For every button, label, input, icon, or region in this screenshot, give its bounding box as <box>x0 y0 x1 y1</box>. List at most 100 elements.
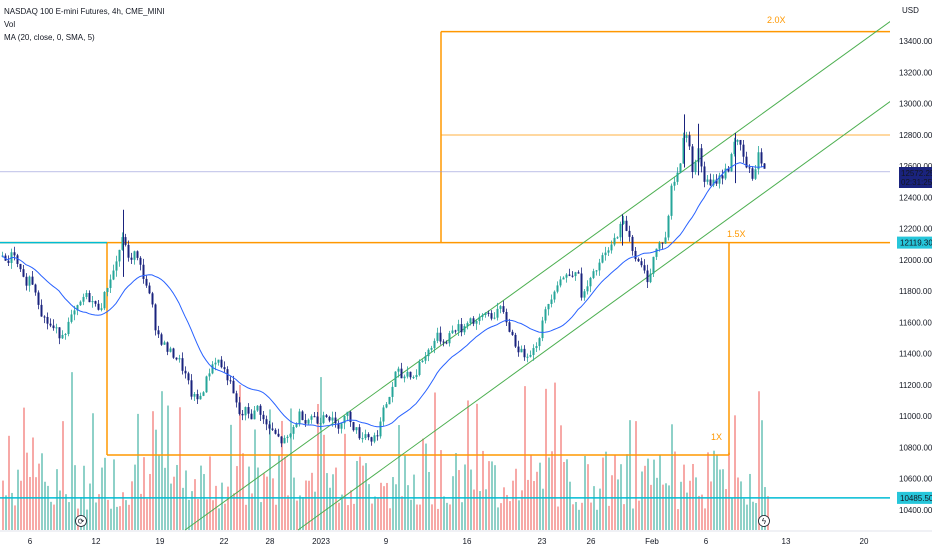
candle-body[interactable] <box>67 321 70 335</box>
candle-body[interactable] <box>484 312 487 315</box>
candle-body[interactable] <box>70 314 73 322</box>
candle-body[interactable] <box>751 168 754 179</box>
symbol-title[interactable]: NASDAQ 100 E-mini Futures, 4h, CME_MINI <box>4 7 165 16</box>
candle-body[interactable] <box>262 414 265 420</box>
channel-lower-line[interactable] <box>297 97 896 531</box>
candle-body[interactable] <box>187 373 190 381</box>
candle-body[interactable] <box>595 270 598 272</box>
candle-body[interactable] <box>712 179 715 186</box>
candle-body[interactable] <box>457 324 460 332</box>
candle-body[interactable] <box>526 356 529 358</box>
candle-body[interactable] <box>220 359 223 368</box>
candle-body[interactable] <box>415 374 418 378</box>
candle-body[interactable] <box>253 410 256 420</box>
candle-body[interactable] <box>604 252 607 256</box>
candle-body[interactable] <box>427 349 430 357</box>
candle-body[interactable] <box>643 265 646 271</box>
candle-body[interactable] <box>436 332 439 341</box>
candle-body[interactable] <box>589 277 592 287</box>
candle-body[interactable] <box>736 139 739 142</box>
candle-body[interactable] <box>193 394 196 397</box>
candle-body[interactable] <box>418 361 421 375</box>
candle-body[interactable] <box>679 163 682 173</box>
candle-body[interactable] <box>439 332 442 342</box>
candle-body[interactable] <box>118 249 121 262</box>
candle-body[interactable] <box>40 304 43 317</box>
candle-body[interactable] <box>571 275 574 277</box>
candle-body[interactable] <box>634 250 637 260</box>
candle-body[interactable] <box>586 286 589 292</box>
candle-body[interactable] <box>562 277 565 280</box>
candle-body[interactable] <box>460 324 463 333</box>
candle-body[interactable] <box>463 326 466 333</box>
candle-body[interactable] <box>517 346 520 353</box>
candle-body[interactable] <box>178 358 181 360</box>
candle-body[interactable] <box>130 257 133 260</box>
candle-body[interactable] <box>694 162 697 172</box>
candle-body[interactable] <box>361 438 364 440</box>
candle-body[interactable] <box>271 428 274 430</box>
candle-body[interactable] <box>676 172 679 182</box>
candle-body[interactable] <box>319 423 322 425</box>
candle-body[interactable] <box>331 417 334 421</box>
candle-body[interactable] <box>91 301 94 303</box>
candle-body[interactable] <box>316 416 319 424</box>
candle-body[interactable] <box>442 341 445 343</box>
candle-body[interactable] <box>73 310 76 315</box>
candle-body[interactable] <box>652 256 655 274</box>
candle-body[interactable] <box>52 325 55 329</box>
candle-body[interactable] <box>757 152 760 170</box>
candle-body[interactable] <box>280 436 283 444</box>
lightning-icon[interactable] <box>758 515 770 527</box>
candle-body[interactable] <box>400 368 403 379</box>
last-price-marker[interactable] <box>899 167 932 188</box>
candle-body[interactable] <box>223 367 226 370</box>
candle-body[interactable] <box>370 437 373 442</box>
channel-upper-line[interactable] <box>184 17 896 531</box>
candle-body[interactable] <box>466 323 469 327</box>
candle-body[interactable] <box>127 244 130 258</box>
candle-body[interactable] <box>445 342 448 344</box>
candle-body[interactable] <box>478 316 481 322</box>
candle-body[interactable] <box>490 313 493 319</box>
candle-body[interactable] <box>601 255 604 263</box>
candle-body[interactable] <box>277 433 280 437</box>
candle-body[interactable] <box>538 338 541 347</box>
candle-body[interactable] <box>511 331 514 335</box>
candle-body[interactable] <box>724 168 727 179</box>
candle-body[interactable] <box>451 330 454 334</box>
candle-body[interactable] <box>169 348 172 352</box>
candle-body[interactable] <box>385 404 388 408</box>
candle-body[interactable] <box>154 304 157 331</box>
candle-body[interactable] <box>547 303 550 310</box>
candle-body[interactable] <box>208 373 211 377</box>
candle-body[interactable] <box>148 285 151 294</box>
candle-body[interactable] <box>475 321 478 324</box>
candle-body[interactable] <box>640 261 643 266</box>
candle-body[interactable] <box>382 407 385 422</box>
price-axis[interactable] <box>890 0 932 550</box>
candle-body[interactable] <box>379 421 382 437</box>
candle-body[interactable] <box>238 402 241 414</box>
candle-body[interactable] <box>232 380 235 394</box>
candle-body[interactable] <box>364 434 367 439</box>
candle-body[interactable] <box>397 368 400 372</box>
candle-body[interactable] <box>496 308 499 318</box>
candle-body[interactable] <box>247 407 250 414</box>
candle-body[interactable] <box>469 318 472 324</box>
candle-body[interactable] <box>553 291 556 300</box>
candle-body[interactable] <box>580 273 583 298</box>
candle-body[interactable] <box>508 322 511 332</box>
candle-body[interactable] <box>244 407 247 416</box>
candle-body[interactable] <box>541 320 544 339</box>
candle-body[interactable] <box>520 348 523 353</box>
candle-body[interactable] <box>493 317 496 319</box>
candle-body[interactable] <box>745 156 748 168</box>
candle-body[interactable] <box>610 244 613 251</box>
volume-indicator-label[interactable]: Vol <box>4 20 16 29</box>
candle-body[interactable] <box>544 309 547 321</box>
candle-body[interactable] <box>265 419 268 425</box>
candle-body[interactable] <box>709 179 712 186</box>
candle-body[interactable] <box>670 185 673 216</box>
